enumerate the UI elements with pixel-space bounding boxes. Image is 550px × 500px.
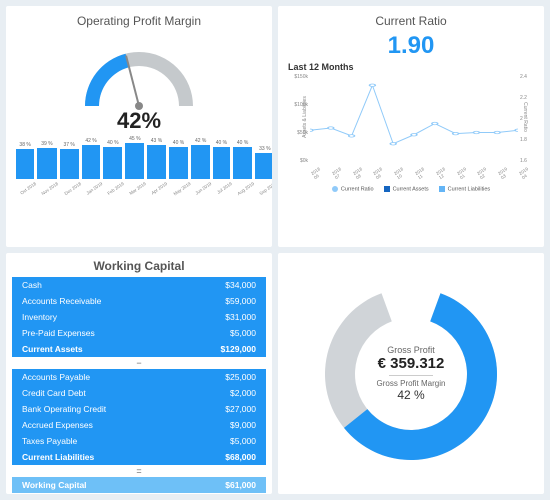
wc-row: Accounts Payable$25,000 — [12, 369, 266, 385]
op-bar: 40 % Jul 2019 — [213, 140, 230, 186]
current-ratio-title: Current Ratio — [288, 14, 534, 28]
wc-total-row: Current Assets$129,000 — [12, 341, 266, 357]
wc-total-row: Current Liabilities$68,000 — [12, 449, 266, 465]
op-bar: 40 % Aug 2019 — [233, 140, 252, 186]
op-bar: 43 % Apr 2019 — [147, 138, 165, 186]
gross-profit-center: Gross Profit € 359.312 Gross Profit Marg… — [377, 345, 446, 402]
op-bar: 45 % Mar 2019 — [125, 136, 144, 186]
wc-row: Pre-Paid Expenses$5,000 — [12, 325, 266, 341]
current-ratio-value: 1.90 — [288, 32, 534, 60]
gross-profit-value: € 359.312 — [377, 355, 446, 372]
wc-row: Credit Card Debt$2,000 — [12, 385, 266, 401]
op-bar: 38 % Oct 2018 — [16, 142, 34, 186]
op-bar: 42 % Jun 2019 — [191, 138, 210, 186]
current-ratio-subtitle: Last 12 Months — [288, 62, 534, 72]
operating-profit-percent: 42% — [117, 108, 161, 134]
current-ratio-panel: Current Ratio 1.90 Last 12 Months Assets… — [278, 6, 544, 247]
working-capital-table: Cash$34,000Accounts Receivable$59,000Inv… — [12, 277, 266, 493]
operating-profit-panel: Operating Profit Margin 42% 38 % Oct 201… — [6, 6, 272, 247]
working-capital-panel: Working Capital Cash$34,000Accounts Rece… — [6, 253, 272, 494]
wc-total-row: Working Capital$61,000 — [12, 477, 266, 493]
op-bar: 40 % May 2019 — [169, 140, 189, 186]
gross-profit-label: Gross Profit — [377, 345, 446, 355]
op-bar: 37 % Dec 2018 — [60, 142, 79, 186]
working-capital-title: Working Capital — [12, 259, 266, 273]
wc-row: Accrued Expenses$9,000 — [12, 417, 266, 433]
legend-ratio: Current Ratio — [332, 186, 374, 192]
op-bar: 40 % Feb 2019 — [103, 140, 122, 186]
gross-profit-donut: Gross Profit € 359.312 Gross Profit Marg… — [288, 261, 534, 486]
current-ratio-legend: Current Ratio Current Assets Current Lia… — [288, 186, 534, 192]
wc-row: Inventory$31,000 — [12, 309, 266, 325]
legend-assets: Current Assets — [384, 186, 429, 192]
current-ratio-chart: Assets & Liabilities Current Ratio $150k… — [288, 74, 534, 182]
op-bar: 33 % Sep 2019 — [255, 146, 272, 186]
wc-row: Bank Operating Credit$27,000 — [12, 401, 266, 417]
wc-row: Cash$34,000 — [12, 277, 266, 293]
gross-profit-margin-label: Gross Profit Margin — [377, 379, 446, 388]
operating-profit-title: Operating Profit Margin — [16, 14, 262, 28]
op-bar: 42 % Jan 2019 — [82, 138, 101, 186]
op-bar: 39 % Nov 2018 — [37, 141, 56, 186]
wc-row: Taxes Payable$5,000 — [12, 433, 266, 449]
operating-profit-bars: 38 % Oct 2018 39 % Nov 2018 37 % Dec 201… — [16, 138, 262, 186]
gross-profit-margin-value: 42 % — [377, 388, 446, 402]
gross-profit-panel: Gross Profit € 359.312 Gross Profit Marg… — [278, 253, 544, 494]
wc-row: Accounts Receivable$59,000 — [12, 293, 266, 309]
legend-liabilities: Current Liabilities — [439, 186, 491, 192]
operating-profit-gauge: 42% — [16, 32, 262, 134]
